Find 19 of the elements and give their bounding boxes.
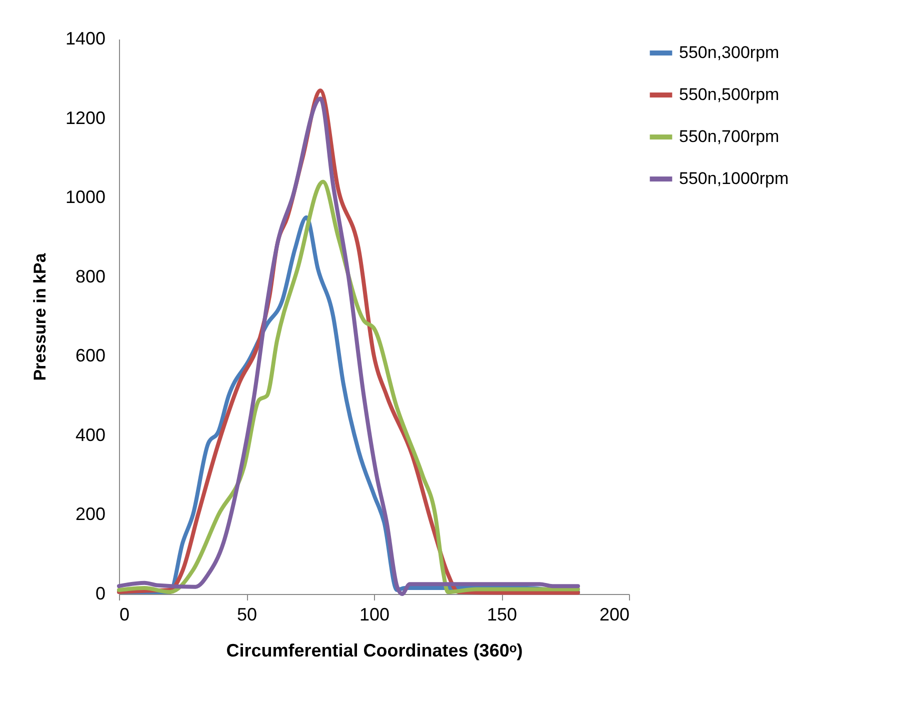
y-tick-label: 1400: [65, 28, 106, 48]
y-tick-label: 1000: [65, 187, 106, 208]
legend-label: 550n,300rpm: [679, 43, 780, 62]
x-tick-label: 100: [359, 604, 390, 624]
x-tick-label: 0: [120, 604, 130, 624]
y-tick-label: 200: [75, 504, 106, 524]
y-axis-title: Pressure in kPa: [30, 252, 50, 381]
x-tick-label: 50: [236, 604, 258, 624]
y-tick-label: 0: [95, 584, 106, 604]
legend-label: 550n,700rpm: [679, 127, 780, 146]
y-tick-label: 1200: [65, 108, 106, 128]
x-tick-label: 150: [486, 604, 518, 624]
y-tick-label: 600: [75, 346, 106, 366]
legend-label: 550n,500rpm: [679, 85, 780, 104]
x-tick-label: 200: [599, 604, 630, 624]
y-tick-label: 800: [75, 266, 106, 286]
legend-label: 550n,1000rpm: [679, 169, 789, 188]
x-axis-title: Circumferential Coordinates (360ᵒ): [226, 640, 523, 660]
y-tick-label: 400: [75, 424, 106, 445]
